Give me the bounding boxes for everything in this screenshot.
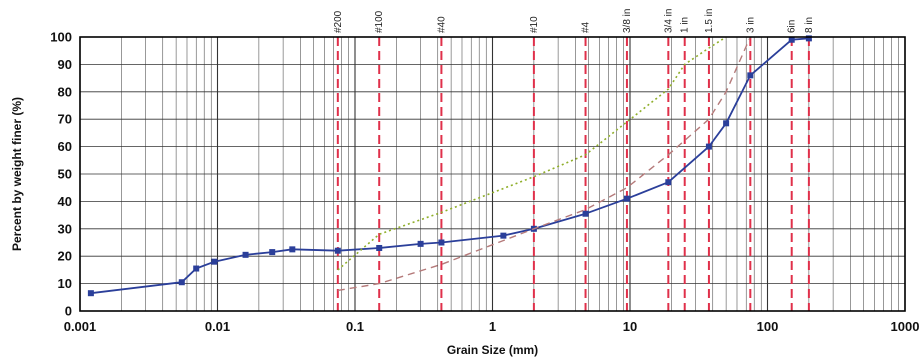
grid xyxy=(79,36,906,312)
data-point xyxy=(269,249,276,256)
data-point xyxy=(623,195,630,202)
data-point xyxy=(87,290,94,297)
data-series xyxy=(87,35,812,297)
y-tick-label: 30 xyxy=(58,221,72,236)
sieve-lines: #200 #100 #40 #10 #4 3/8 in 3/4 in 1 in 1.5 in 3 … xyxy=(333,9,815,311)
y-tick-label: 50 xyxy=(58,167,72,182)
data-point xyxy=(747,72,754,79)
x-tick-label: 10 xyxy=(623,319,637,334)
data-point xyxy=(334,247,341,254)
x-axis-title: Grain Size (mm) xyxy=(447,343,538,357)
data-point xyxy=(417,240,424,247)
data-point xyxy=(723,120,730,127)
plot-frame xyxy=(79,36,906,312)
data-point xyxy=(242,251,249,258)
y-tick-label: 20 xyxy=(58,249,72,264)
sieve-label: #100 xyxy=(374,10,385,33)
x-tick-label: 1 xyxy=(489,319,496,334)
plot-border xyxy=(79,36,906,312)
data-point xyxy=(193,265,200,272)
y-tick-label: 100 xyxy=(50,30,72,45)
sieve-label: 1 in xyxy=(680,17,691,33)
data-point xyxy=(438,239,445,246)
data-point xyxy=(665,179,672,186)
y-tick-label: 80 xyxy=(58,84,72,99)
data-point xyxy=(178,279,185,286)
y-axis-title: Percent by weight finer (%) xyxy=(10,97,24,251)
sieve-label: #200 xyxy=(333,10,344,33)
sieve-label: 6in xyxy=(787,20,798,33)
y-tick-label: 0 xyxy=(65,304,72,319)
axis-labels: 0 10 20 30 40 50 60 70 80 90 100 0.001 0.01 0.1 1 10 100… xyxy=(50,30,919,335)
sieve-label: 8 in xyxy=(804,17,815,33)
sieve-label: 3/4 in xyxy=(663,9,674,33)
sieve-label: #4 xyxy=(581,21,592,33)
data-point xyxy=(805,35,812,42)
series-line xyxy=(337,36,751,292)
x-tick-label: 0.1 xyxy=(346,319,364,334)
x-tick-label: 0.001 xyxy=(64,319,97,334)
y-tick-label: 10 xyxy=(58,276,72,291)
data-point xyxy=(582,210,589,217)
y-tick-label: 60 xyxy=(58,139,72,154)
sieve-label: 1.5 in xyxy=(704,9,715,33)
data-point xyxy=(376,244,383,251)
series-line xyxy=(90,37,809,295)
sieve-label: #10 xyxy=(529,16,540,33)
x-tick-label: 1000 xyxy=(891,319,920,334)
data-point xyxy=(211,258,218,265)
series-line xyxy=(337,36,727,271)
y-tick-label: 90 xyxy=(58,57,72,72)
sieve-label: 3/8 in xyxy=(622,9,633,33)
sieve-label: #40 xyxy=(436,16,447,33)
data-point xyxy=(788,36,795,43)
data-point xyxy=(705,143,712,150)
sieve-label: 3 in xyxy=(745,17,756,33)
y-tick-label: 40 xyxy=(58,194,72,209)
data-point xyxy=(500,232,507,239)
x-tick-label: 100 xyxy=(757,319,779,334)
data-point xyxy=(289,246,296,253)
y-tick-label: 70 xyxy=(58,112,72,127)
x-tick-label: 0.01 xyxy=(205,319,230,334)
